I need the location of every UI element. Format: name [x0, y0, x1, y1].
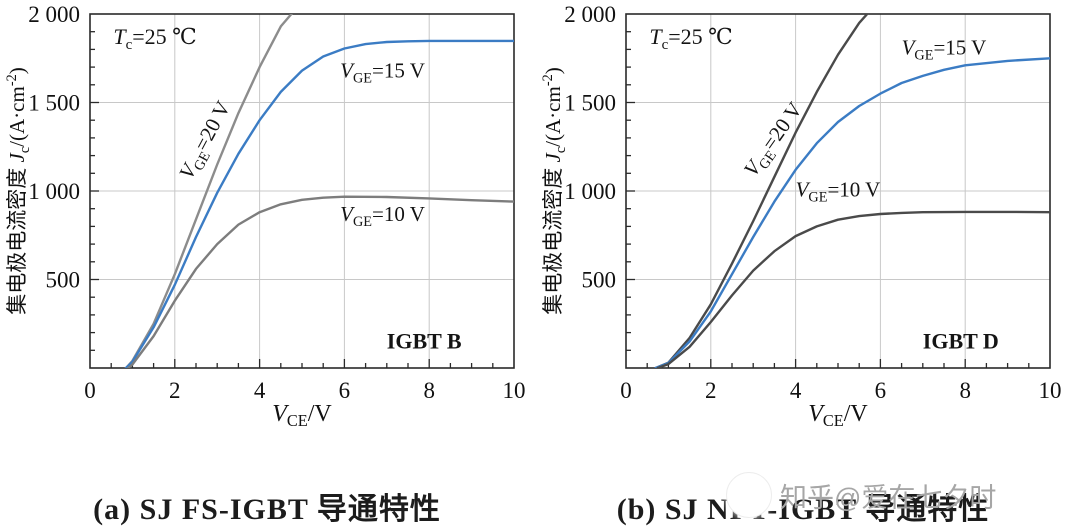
x-tick-label: 2 [705, 378, 717, 403]
x-tick-label: 0 [620, 378, 632, 403]
y-tick-label: 2 000 [28, 2, 80, 27]
series-vge20 [654, 14, 869, 368]
chart-a-caption: (a) SJ FS-IGBT 导通特性 [93, 493, 441, 526]
vge10-label: VGE=10 V [340, 202, 425, 230]
vge10-label: VGE=10 V [796, 177, 881, 205]
device-label: IGBT B [387, 329, 462, 354]
plot-frame [89, 13, 515, 369]
temp-label: Tc=25 ℃ [649, 24, 732, 53]
y-axis-title: 集电极电流密度 Jc/(A·cm-2) [4, 67, 33, 314]
y-axis-title: 集电极电流密度 Jc/(A·cm-2) [540, 67, 569, 314]
device-label: IGBT D [923, 329, 999, 354]
x-tick-label: 10 [503, 378, 526, 403]
y-tick-label: 1 500 [564, 91, 616, 116]
plot-frame [625, 13, 1051, 369]
x-tick-label: 4 [254, 378, 266, 403]
x-tick-label: 0 [84, 378, 96, 403]
y-tick-label: 1 000 [564, 179, 616, 204]
x-tick-label: 6 [875, 378, 887, 403]
y-tick-label: 1 000 [28, 179, 80, 204]
series-vge10 [656, 210, 1050, 368]
temp-label: Tc=25 ℃ [113, 24, 196, 53]
watermark: 知乎@爱在七夕时 [726, 472, 996, 518]
chart-b-caption: (b) SJ NPT-IGBT 导通特性 [616, 493, 990, 526]
x-tick-label: 10 [1039, 378, 1062, 403]
y-tick-label: 1 500 [28, 91, 80, 116]
x-tick-label: 4 [790, 378, 802, 403]
vge20-label: VGE=20 V [739, 98, 811, 183]
x-tick-label: 8 [423, 378, 435, 403]
series-vge20 [124, 14, 293, 368]
y-tick-label: 500 [582, 268, 617, 293]
chart-b-plot: 0 2 4 6 8 10 500 1 000 1 500 2 000 VCE/V 集电极电流密度 Jc… [540, 2, 1062, 430]
series-vge15 [654, 57, 1050, 368]
y-tick-label: 2 000 [564, 2, 616, 27]
series-vge15 [124, 39, 514, 368]
y-tick-label: 500 [46, 268, 81, 293]
chart-a-plot: 0 2 4 6 8 10 500 1 000 1 500 2 000 VCE/V 集电极电流密度 Jc… [4, 2, 526, 430]
chart-a: 0 2 4 6 8 10 500 1 000 1 500 2 000 VCE/V 集电极电流密度 Jc… [2, 0, 532, 528]
watermark-text: 知乎@爱在七夕时 [780, 482, 997, 513]
x-tick-label: 8 [959, 378, 971, 403]
series-vge10 [127, 195, 514, 368]
zhihu-logo-icon [726, 472, 772, 518]
chart-b: 0 2 4 6 8 10 500 1 000 1 500 2 000 VCE/V 集电极电流密度 Jc… [538, 0, 1068, 528]
vge15-label: VGE=15 V [340, 59, 425, 87]
vge15-label: VGE=15 V [902, 36, 987, 64]
x-tick-label: 6 [339, 378, 351, 403]
x-tick-label: 2 [169, 378, 181, 403]
x-axis-title: VCE/V [808, 401, 868, 430]
x-axis-title: VCE/V [272, 401, 332, 430]
